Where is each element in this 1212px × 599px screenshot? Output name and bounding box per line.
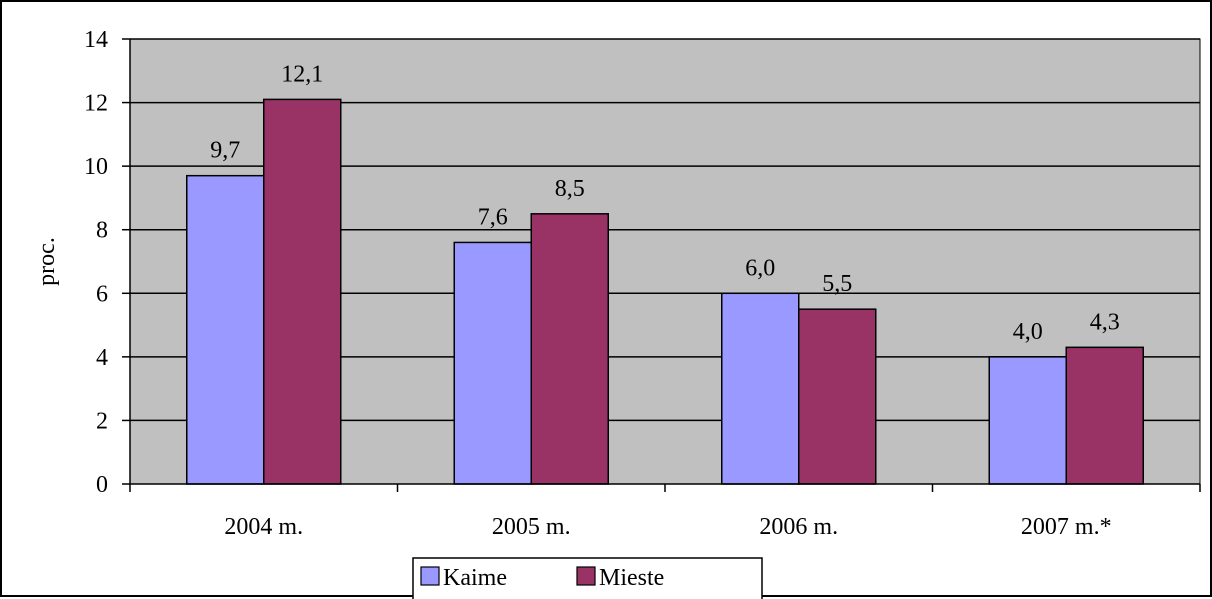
y-tick-label: 4 — [96, 345, 108, 371]
data-label: 4,3 — [1090, 309, 1120, 335]
bar-mieste-1 — [530, 213, 609, 485]
bar-mieste-2 — [798, 308, 877, 485]
bar-kaime-2 — [721, 292, 800, 485]
y-tick-label: 10 — [84, 154, 108, 180]
data-label: 7,6 — [478, 204, 508, 230]
bar-kaime-1 — [453, 241, 532, 485]
y-tick-label: 6 — [96, 281, 108, 307]
x-tick-label: 2004 m. — [224, 514, 303, 540]
y-axis-title: proc. — [34, 237, 60, 286]
bar-kaime-0 — [186, 174, 265, 485]
bar-mieste-0 — [263, 98, 342, 485]
data-label: 6,0 — [745, 255, 775, 281]
data-label: 12,1 — [281, 61, 323, 87]
legend-box — [412, 557, 763, 599]
data-label: 5,5 — [822, 271, 852, 297]
data-label: 9,7 — [210, 138, 240, 164]
x-tick-label: 2006 m. — [759, 514, 838, 540]
data-label: 8,5 — [555, 176, 585, 202]
legend-swatch-kaime — [420, 566, 440, 586]
y-tick-label: 8 — [96, 218, 108, 244]
x-tick-label: 2005 m. — [492, 514, 571, 540]
legend-label-mieste: Mieste — [599, 565, 664, 591]
y-tick-label: 0 — [96, 472, 108, 498]
bar-kaime-3 — [988, 356, 1067, 485]
legend-label-kaime: Kaime — [443, 565, 507, 591]
y-tick-label: 14 — [84, 27, 108, 53]
y-tick-label: 12 — [84, 91, 108, 117]
data-label: 4,0 — [1013, 319, 1043, 345]
y-tick-label: 2 — [96, 408, 108, 434]
bar-mieste-3 — [1065, 346, 1144, 485]
legend-swatch-mieste — [576, 566, 596, 586]
x-tick-label: 2007 m.* — [1021, 514, 1112, 540]
